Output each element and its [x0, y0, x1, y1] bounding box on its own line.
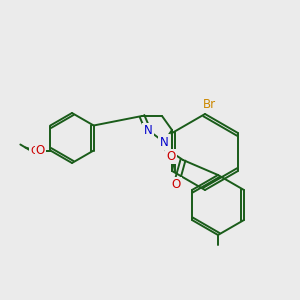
Text: Br: Br	[202, 98, 216, 110]
Text: O: O	[36, 144, 45, 157]
Text: N: N	[160, 136, 168, 148]
Text: O: O	[167, 150, 176, 163]
Text: N: N	[144, 124, 152, 137]
Text: O: O	[171, 178, 181, 191]
Text: O: O	[30, 146, 39, 155]
